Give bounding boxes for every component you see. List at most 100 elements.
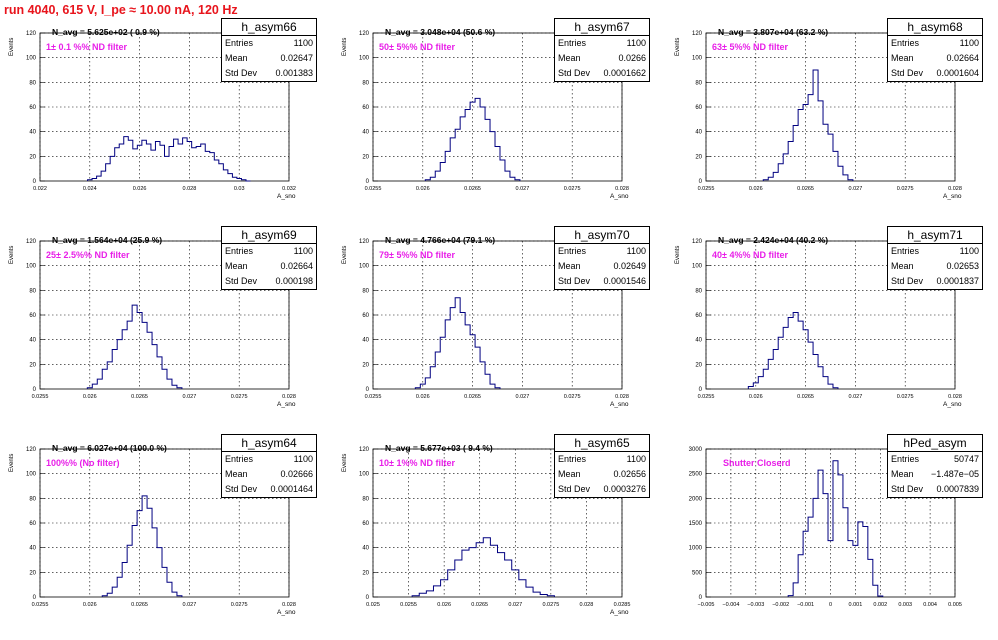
filter-label: 50± 5%% ND filter	[379, 42, 455, 52]
histogram-series	[87, 136, 251, 182]
histogram-bin	[87, 388, 92, 389]
stats-row-std-dev: Std Dev 0.0001837	[888, 274, 982, 289]
histogram-bin	[823, 494, 828, 597]
histogram-bin	[455, 129, 460, 181]
histogram-bin	[426, 591, 433, 597]
histogram-panel: 0 20 40 60 80 100 120 0.025 0.0255 0.026 0.0265 0.0…	[333, 434, 665, 640]
histogram-bin	[435, 171, 440, 181]
histogram-bin	[187, 142, 192, 181]
histogram-bin	[172, 385, 177, 389]
plot-frame	[372, 32, 623, 182]
histogram-bin	[778, 337, 783, 389]
histogram-bin	[450, 138, 455, 181]
histogram-bin	[214, 160, 219, 181]
stats-title: h_asym68	[888, 19, 982, 36]
stats-value: 0.0266	[618, 53, 646, 63]
histogram-bin	[92, 179, 97, 181]
histogram-bin	[177, 388, 182, 389]
histogram-series	[414, 297, 501, 389]
y-tick-label: 60	[695, 105, 702, 111]
x-tick-label: 0.0275	[564, 394, 581, 400]
y-tick-label: 100	[359, 56, 370, 62]
y-tick-label: 3000	[689, 447, 703, 453]
x-tick-label: 0.032	[282, 186, 296, 192]
stats-value: 0.0001662	[603, 68, 646, 78]
stats-box: h_asym69 Entries 1100 Mean 0.02664 Std Dev 0.0…	[221, 226, 317, 290]
histogram-bin	[485, 119, 490, 181]
stats-title: hPed_asym	[888, 435, 982, 452]
histogram-series	[86, 304, 183, 389]
histogram-bin	[146, 144, 151, 181]
x-axis-title: A_sno	[943, 401, 962, 408]
filter-label: Shutter Closerd	[723, 458, 791, 468]
x-tick-label: 0.005	[948, 602, 962, 608]
filter-label: 25± 2.5%% ND filter	[46, 250, 130, 260]
histogram-bin	[228, 174, 233, 181]
y-tick-label: 40	[695, 130, 702, 136]
y-axis-title: Events	[9, 37, 15, 56]
stats-row-mean: Mean 0.02664	[888, 51, 982, 66]
histogram-bin	[823, 124, 828, 181]
stats-title: h_asym66	[222, 19, 316, 36]
histogram-bin	[778, 164, 783, 181]
page-title: run 4040, 615 V, I_pe ≈ 10.00 nA, 120 Hz	[4, 3, 238, 17]
histogram-bin	[157, 548, 162, 597]
histogram-bin	[160, 145, 165, 181]
x-tick-label: 0.028	[282, 602, 296, 608]
histogram-plot: 0 20 40 60 80 100 120 0.022 0.024 0.026 0.028 0.03 0…	[26, 31, 296, 192]
stats-label: Mean	[558, 261, 581, 271]
stats-value: 0.02664	[946, 53, 979, 63]
stats-label: Std Dev	[225, 484, 258, 494]
histogram-bin	[818, 101, 823, 181]
x-tick-label: 0.027	[183, 394, 197, 400]
y-tick-label: 120	[26, 447, 37, 453]
x-tick-label: 0.03	[234, 186, 245, 192]
x-tick-label: 0.0275	[231, 602, 248, 608]
x-tick-label: 0.0265	[464, 394, 481, 400]
histogram-bin	[142, 496, 147, 597]
stats-value: 1100	[626, 454, 646, 464]
plot-frame	[39, 448, 290, 598]
stats-title: h_asym64	[222, 435, 316, 452]
stats-label: Mean	[891, 261, 914, 271]
x-tick-label: 0.027	[849, 394, 863, 400]
histogram-bin	[232, 177, 237, 181]
histogram-bin	[147, 508, 152, 597]
histogram-bin	[500, 160, 505, 181]
y-tick-label: 40	[695, 338, 702, 344]
histogram-bin	[469, 548, 476, 597]
y-tick-label: 60	[29, 105, 36, 111]
y-tick-label: 80	[695, 80, 702, 86]
histogram-bin	[828, 384, 833, 389]
histogram-bin	[515, 180, 520, 181]
histogram-bin	[768, 359, 773, 389]
n-avg-label: N_avg = 6.027e+04 (100.0 %)	[52, 443, 167, 453]
stats-box: h_asym66 Entries 1100 Mean 0.02647 Std Dev 0.0…	[221, 18, 317, 82]
histogram-bin	[117, 340, 122, 389]
stats-value: 0.02666	[280, 469, 313, 479]
histogram-bin	[152, 528, 157, 597]
y-tick-label: 60	[29, 313, 36, 319]
stats-label: Entries	[891, 454, 920, 464]
y-tick-label: 40	[29, 130, 36, 136]
x-tick-label: 0.026	[83, 602, 97, 608]
histogram-bin	[132, 525, 137, 597]
n-avg-label: N_avg = 4.766e+04 (79.1 %)	[385, 235, 496, 245]
stats-value: 0.02647	[280, 53, 313, 63]
histogram-bin	[490, 132, 495, 181]
x-tick-label: 0.028	[183, 186, 197, 192]
histogram-bin	[848, 541, 853, 597]
histogram-bin	[475, 347, 480, 389]
stats-row-entries: Entries 1100	[555, 36, 649, 51]
plot-frame	[705, 448, 956, 598]
y-tick-label: 2500	[689, 472, 703, 478]
x-tick-label: −0.003	[747, 602, 764, 608]
histogram-bin	[107, 362, 112, 389]
y-tick-label: 60	[695, 313, 702, 319]
stats-value: 0.02664	[280, 261, 313, 271]
histogram-bin	[510, 177, 515, 181]
y-tick-label: 40	[362, 546, 369, 552]
x-tick-label: 0.002	[873, 602, 887, 608]
filter-label: 63± 5%% ND filter	[712, 42, 788, 52]
histogram-bin	[793, 126, 798, 182]
